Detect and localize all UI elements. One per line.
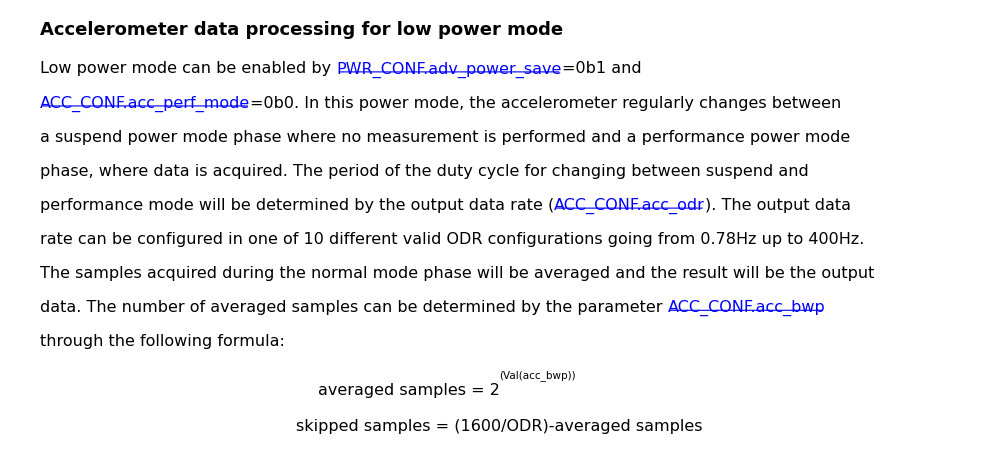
- Text: The samples acquired during the normal mode phase will be averaged and the resul: The samples acquired during the normal m…: [40, 266, 874, 281]
- Text: (Val(acc_bwp)): (Val(acc_bwp)): [500, 370, 576, 381]
- Text: =0b1 and: =0b1 and: [561, 61, 641, 77]
- Text: =0b0. In this power mode, the accelerometer regularly changes between: =0b0. In this power mode, the accelerome…: [250, 96, 841, 111]
- Text: phase, where data is acquired. The period of the duty cycle for changing between: phase, where data is acquired. The perio…: [40, 164, 809, 179]
- Text: ACC_CONF.acc_perf_mode: ACC_CONF.acc_perf_mode: [40, 96, 250, 112]
- Text: ). The output data: ). The output data: [705, 198, 851, 213]
- Text: a suspend power mode phase where no measurement is performed and a performance p: a suspend power mode phase where no meas…: [40, 130, 850, 145]
- Text: averaged samples = 2: averaged samples = 2: [318, 383, 500, 398]
- Text: Accelerometer data processing for low power mode: Accelerometer data processing for low po…: [40, 21, 563, 39]
- Text: PWR_CONF.adv_power_save: PWR_CONF.adv_power_save: [337, 61, 561, 78]
- Text: through the following formula:: through the following formula:: [40, 334, 285, 349]
- Text: rate can be configured in one of 10 different valid ODR configurations going fro: rate can be configured in one of 10 diff…: [40, 232, 864, 247]
- Text: data. The number of averaged samples can be determined by the parameter: data. The number of averaged samples can…: [40, 300, 667, 315]
- Text: ACC_CONF.acc_odr: ACC_CONF.acc_odr: [554, 198, 705, 214]
- Text: ACC_CONF.acc_bwp: ACC_CONF.acc_bwp: [667, 300, 825, 316]
- Text: performance mode will be determined by the output data rate (: performance mode will be determined by t…: [40, 198, 554, 213]
- Text: skipped samples = (1600/ODR)-averaged samples: skipped samples = (1600/ODR)-averaged sa…: [297, 419, 702, 434]
- Text: Low power mode can be enabled by: Low power mode can be enabled by: [40, 61, 337, 77]
